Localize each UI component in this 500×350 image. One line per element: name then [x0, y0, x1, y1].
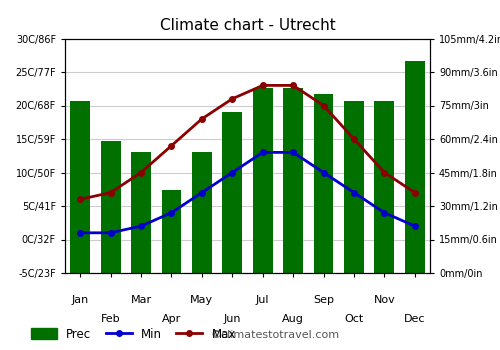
Text: ©climatestotravel.com: ©climatestotravel.com	[210, 329, 339, 340]
Bar	[314, 94, 334, 273]
Bar	[70, 101, 90, 273]
Text: Feb: Feb	[101, 314, 120, 324]
Text: Apr: Apr	[162, 314, 181, 324]
Bar	[374, 101, 394, 273]
Bar	[283, 88, 303, 273]
Text: Oct: Oct	[344, 314, 364, 324]
Bar	[162, 190, 182, 273]
Bar	[192, 152, 212, 273]
Text: Dec: Dec	[404, 314, 425, 324]
Bar	[131, 152, 151, 273]
Title: Climate chart - Utrecht: Climate chart - Utrecht	[160, 18, 336, 33]
Text: Mar: Mar	[130, 295, 152, 305]
Bar	[253, 88, 272, 273]
Bar	[344, 101, 364, 273]
Bar	[222, 112, 242, 273]
Text: Jun: Jun	[224, 314, 241, 324]
Legend: Prec, Min, Max: Prec, Min, Max	[31, 328, 236, 341]
Text: Nov: Nov	[374, 295, 395, 305]
Text: May: May	[190, 295, 214, 305]
Bar	[405, 61, 424, 273]
Bar	[100, 141, 120, 273]
Text: Jan: Jan	[72, 295, 89, 305]
Text: Aug: Aug	[282, 314, 304, 324]
Text: Sep: Sep	[313, 295, 334, 305]
Text: Jul: Jul	[256, 295, 270, 305]
